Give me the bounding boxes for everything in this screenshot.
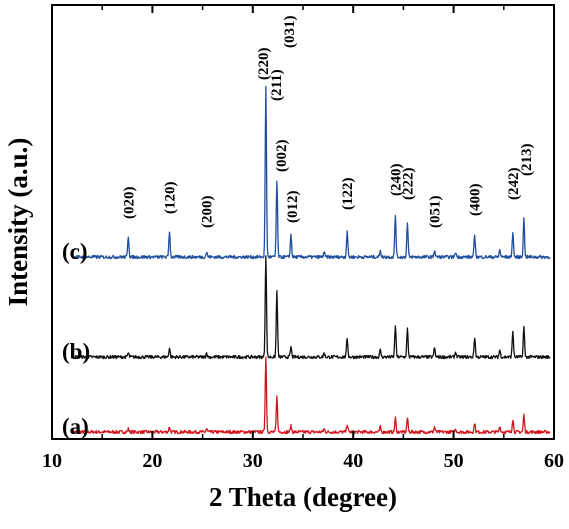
peak-label: (400) [468, 184, 484, 217]
x-tick-label: 50 [444, 450, 464, 472]
peak-label: (222) [400, 168, 416, 201]
peak-label: (200) [200, 196, 216, 229]
series-line-a [71, 356, 551, 435]
x-axis-ticks: 10 20 30 40 50 60 [42, 5, 564, 472]
x-tick-label: 30 [243, 450, 263, 472]
x-tick-label: 20 [142, 450, 162, 472]
peak-label: (220) [256, 48, 272, 81]
peak-labels-group: (020) (120) (200) (220)(211) (031) (002) (012)… [121, 16, 535, 229]
x-tick-label: 10 [42, 450, 62, 472]
x-axis-title: 2 Theta (degree) [209, 482, 397, 512]
peak-label: (213) [519, 144, 535, 177]
x-tick-label: 40 [343, 450, 363, 472]
series-label-b: (b) [62, 339, 90, 364]
y-axis-title: Intensity (a.u.) [3, 138, 33, 307]
x-tick-label: 60 [544, 450, 564, 472]
peak-label: (031) [282, 16, 298, 49]
peak-label: (012) [285, 191, 301, 224]
peak-label: (242) [506, 168, 522, 201]
series-line-b [71, 255, 551, 360]
peak-label: (240) [388, 164, 404, 197]
peak-label: (051) [428, 196, 444, 229]
peak-label: (211) [269, 69, 285, 101]
peak-label: (122) [340, 178, 356, 211]
trace-labels-group: (a) (b) (c) [62, 239, 90, 439]
peak-label: (020) [121, 187, 137, 220]
plot-frame [51, 4, 555, 440]
series-label-c: (c) [62, 239, 88, 264]
traces-group [71, 85, 551, 435]
peak-label: (120) [163, 182, 179, 215]
series-line-c [71, 85, 551, 260]
peak-label: (002) [274, 140, 290, 173]
series-label-a: (a) [62, 414, 89, 439]
